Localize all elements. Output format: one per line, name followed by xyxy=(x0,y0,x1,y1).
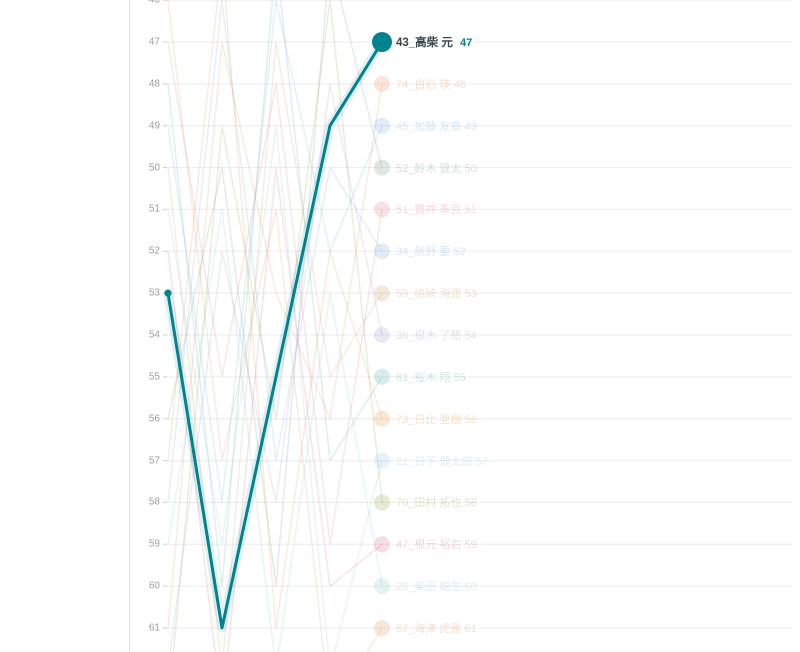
series-line-51_筒井 奏良[interactable] xyxy=(167,41,383,546)
player-name: 74_白石 瑛 xyxy=(396,78,451,91)
y-axis-label-52: 52 xyxy=(148,245,160,257)
y-axis-label-61: 61 xyxy=(148,622,160,634)
player-rank: 56 xyxy=(461,413,477,426)
player-name: 36_根木 了慈 xyxy=(396,329,462,342)
player-rank: 47 xyxy=(456,37,473,49)
y-axis-label-60: 60 xyxy=(148,580,160,592)
y-axis-label-47: 47 xyxy=(148,36,160,48)
player-name: 47_根元 裕右 xyxy=(396,539,462,552)
y-axis-label-56: 56 xyxy=(148,413,160,425)
series-dot-34_飯野 要[interactable] xyxy=(374,243,390,260)
series-line-74_白石 瑛[interactable] xyxy=(167,41,383,629)
player-name: 28_柴田 龍生 xyxy=(396,581,462,594)
player-name: 34_飯野 要 xyxy=(396,246,451,259)
series-line-21_日下 健太郎[interactable] xyxy=(167,124,383,652)
series-dot-74_白石 瑛[interactable] xyxy=(374,75,390,92)
player-name: 67_海津 虎雅 xyxy=(396,622,462,635)
series-line-36_根木 了慈[interactable] xyxy=(168,83,383,652)
highlight-start-dot xyxy=(164,289,172,297)
player-name: 52_鈴木 健太 xyxy=(396,162,462,175)
y-axis-label-58: 58 xyxy=(148,496,160,508)
player-rank: 59 xyxy=(461,539,477,552)
series-dot-28_柴田 龍生[interactable] xyxy=(374,578,390,595)
y-axis-label-49: 49 xyxy=(148,120,160,132)
player-row[interactable]: 45_加藤 友章 49 xyxy=(396,118,477,134)
player-name: 70_田村 拓也 xyxy=(396,497,462,510)
series-line-28_柴田 龍生[interactable] xyxy=(167,208,383,652)
series-line-67_海津 虎雅[interactable] xyxy=(167,0,383,652)
player-rank: 57 xyxy=(472,455,488,468)
series-dot-70_田村 拓也[interactable] xyxy=(374,494,390,511)
series-line-73_日比 亜樹[interactable] xyxy=(167,0,383,629)
player-rank: 54 xyxy=(461,329,477,342)
player-row[interactable]: 36_根木 了慈 54 xyxy=(396,327,477,343)
player-row[interactable]: 67_海津 虎雅 61 xyxy=(396,620,477,636)
player-rank: 51 xyxy=(461,204,477,217)
player-row[interactable]: 59_嶋崎 海渡 53 xyxy=(396,285,477,301)
player-row[interactable]: 21_日下 健太郎 57 xyxy=(396,453,488,469)
player-rank: 61 xyxy=(461,622,477,635)
player-row[interactable]: 74_白石 瑛 48 xyxy=(396,76,466,92)
series-dot-45_加藤 友章[interactable] xyxy=(374,117,390,134)
highlight-end-dot[interactable] xyxy=(372,32,392,52)
series-dot-59_嶋崎 海渡[interactable] xyxy=(374,285,390,302)
player-row[interactable]: 34_飯野 要 52 xyxy=(396,243,466,259)
series-dot-52_鈴木 健太[interactable] xyxy=(374,159,390,176)
player-rank: 60 xyxy=(461,581,477,594)
series-line-61_桜木 翔[interactable] xyxy=(167,0,383,587)
player-name: 43_高柴 元 xyxy=(396,37,453,49)
player-rank: 58 xyxy=(461,497,477,510)
y-axis-label-48: 48 xyxy=(148,78,160,90)
y-axis-label-57: 57 xyxy=(148,455,160,467)
player-name: 61_桜木 翔 xyxy=(396,371,451,384)
series-dot-61_桜木 翔[interactable] xyxy=(374,368,390,385)
player-name: 51_筒井 奏良 xyxy=(396,204,462,217)
player-rank: 49 xyxy=(461,120,477,133)
series-line-59_嶋崎 海渡[interactable] xyxy=(167,41,383,652)
series-dot-21_日下 健太郎[interactable] xyxy=(374,452,390,469)
series-dot-73_日比 亜樹[interactable] xyxy=(374,410,390,427)
player-row[interactable]: 51_筒井 奏良 51 xyxy=(396,201,477,217)
player-name: 21_日下 健太郎 xyxy=(396,455,473,468)
highlight-line[interactable] xyxy=(166,40,384,630)
y-axis-label-53: 53 xyxy=(148,287,160,299)
player-row[interactable]: 52_鈴木 健太 50 xyxy=(396,160,477,176)
player-name: 45_加藤 友章 xyxy=(396,120,462,133)
player-row-highlight[interactable]: 43_高柴 元 47 xyxy=(396,34,472,50)
y-axis-label-51: 51 xyxy=(148,203,160,215)
player-name: 73_日比 亜樹 xyxy=(396,413,462,426)
series-line-45_加藤 友章[interactable] xyxy=(167,0,383,504)
series-line-52_鈴木 健太[interactable] xyxy=(167,0,383,587)
series-line-47_根元 裕右[interactable] xyxy=(167,166,383,652)
player-row[interactable]: 28_柴田 龍生 60 xyxy=(396,578,477,594)
series-dot-67_海津 虎雅[interactable] xyxy=(374,619,390,636)
series-line-34_飯野 要[interactable] xyxy=(167,0,383,503)
player-row[interactable]: 47_根元 裕右 59 xyxy=(396,536,477,552)
player-row[interactable]: 70_田村 拓也 58 xyxy=(396,494,477,510)
sidebar xyxy=(0,0,130,652)
player-rank: 50 xyxy=(461,162,477,175)
series-dot-47_根元 裕右[interactable] xyxy=(374,536,390,553)
y-axis-label-50: 50 xyxy=(148,162,160,174)
player-row[interactable]: 73_日比 亜樹 56 xyxy=(396,411,477,427)
player-rank: 53 xyxy=(461,288,477,301)
player-row[interactable]: 61_桜木 翔 55 xyxy=(396,369,466,385)
series-line-70_田村 拓也[interactable] xyxy=(168,0,383,652)
y-axis-label-59: 59 xyxy=(148,538,160,550)
player-rank: 48 xyxy=(450,78,466,91)
series-dot-51_筒井 奏良[interactable] xyxy=(374,201,390,218)
y-axis-label-55: 55 xyxy=(148,371,160,383)
series-dot-36_根木 了慈[interactable] xyxy=(374,326,390,343)
y-axis-label-46: 46 xyxy=(148,0,160,6)
player-rank: 52 xyxy=(450,246,466,259)
player-rank: 55 xyxy=(450,371,466,384)
player-name: 59_嶋崎 海渡 xyxy=(396,288,462,301)
y-axis-label-54: 54 xyxy=(148,329,160,341)
